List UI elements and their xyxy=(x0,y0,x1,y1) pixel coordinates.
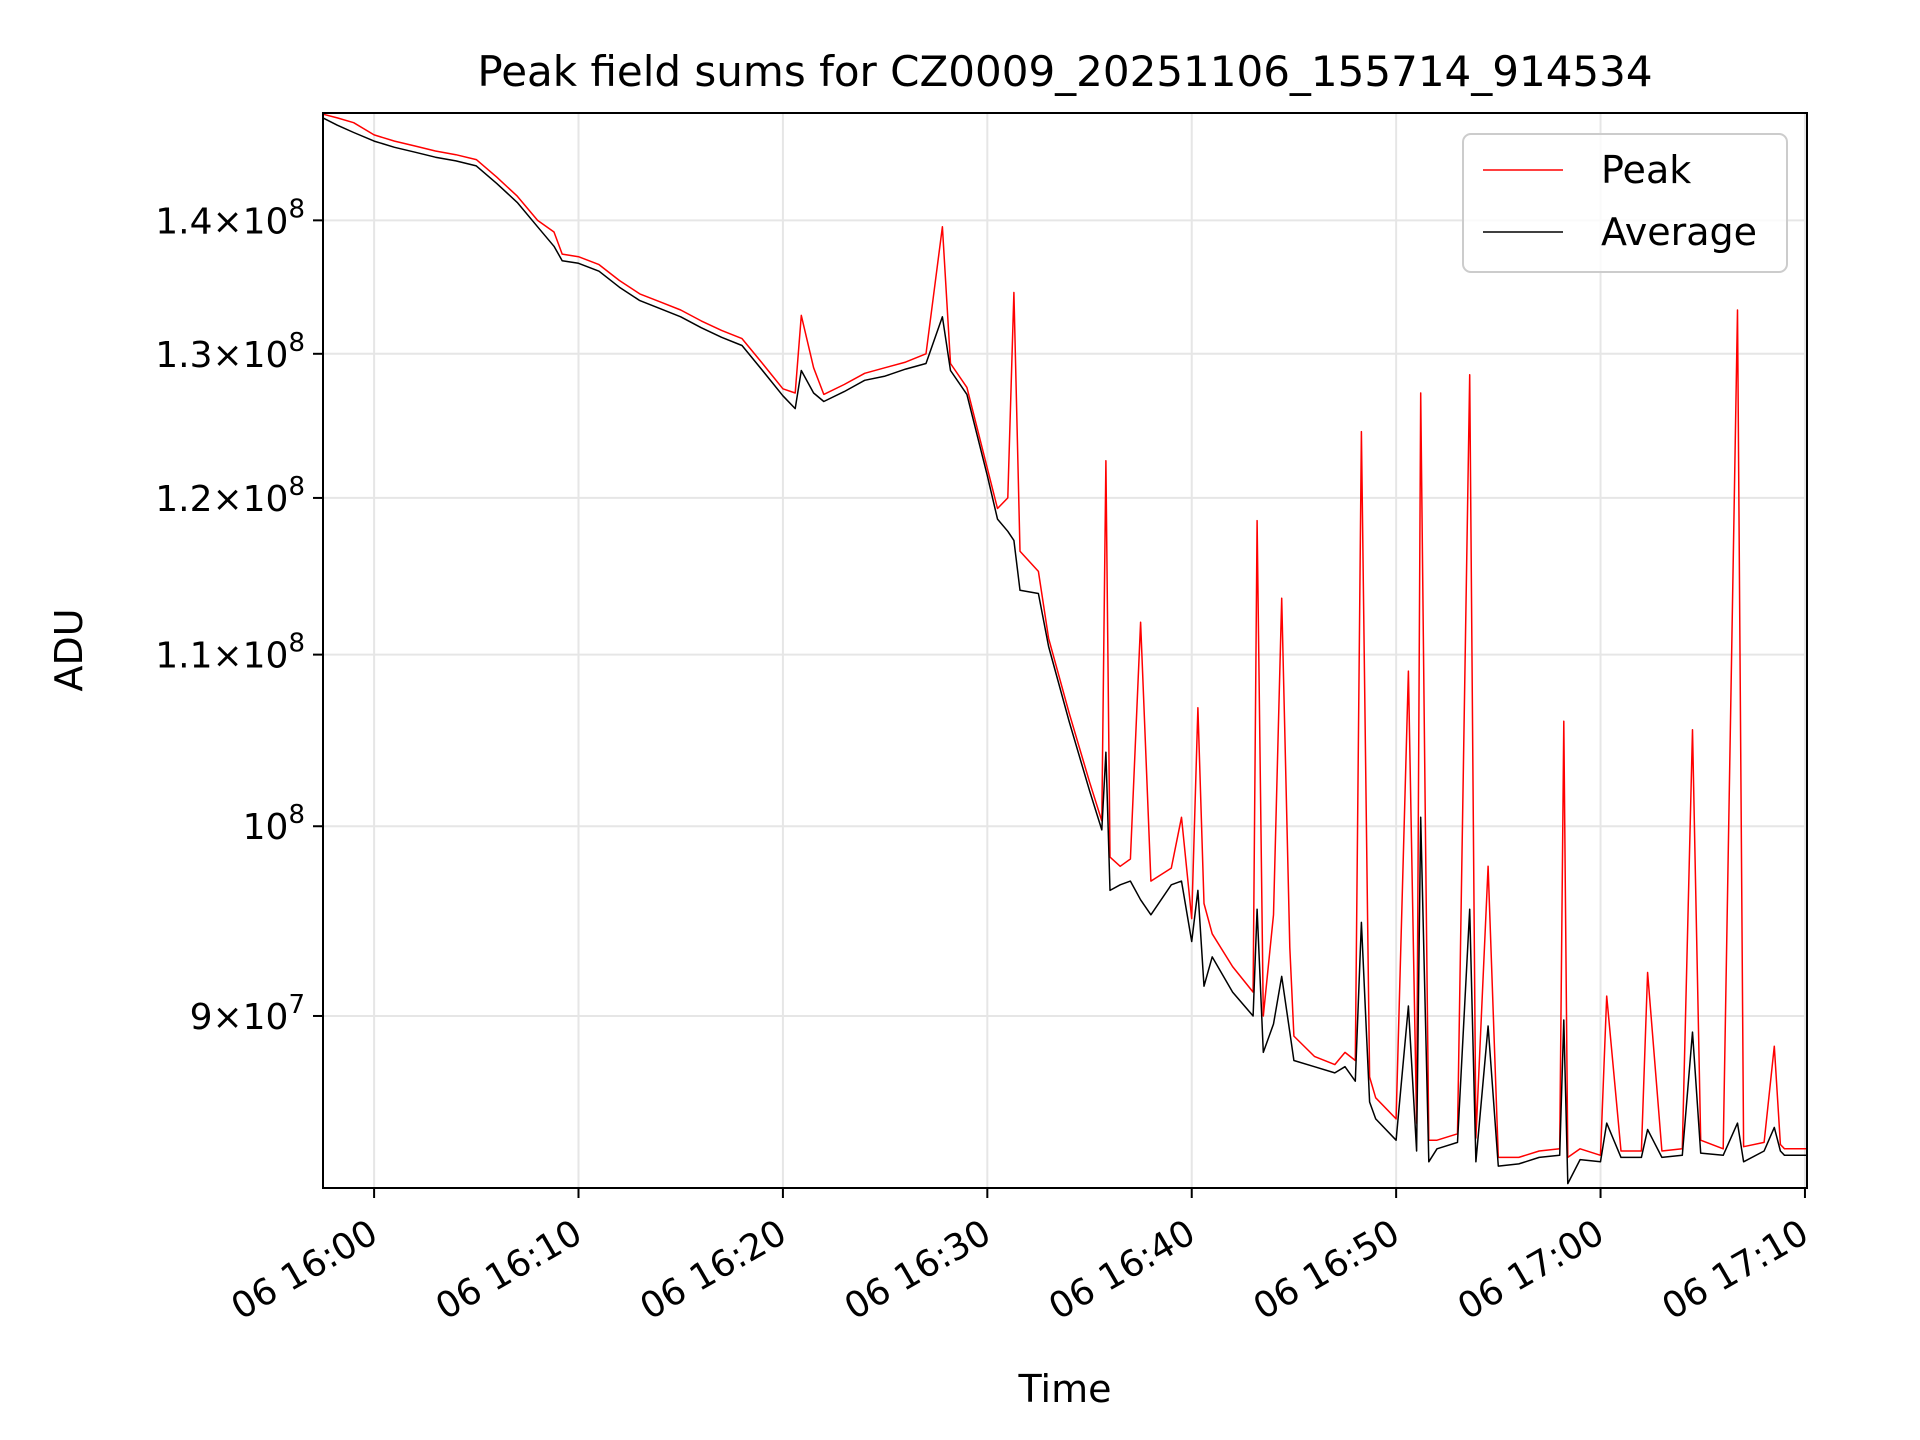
series-line-average xyxy=(322,117,1807,1185)
y-tick-label: 1.1×108 xyxy=(155,629,305,677)
x-axis-label: Time xyxy=(1018,1367,1112,1411)
series-layer xyxy=(322,113,1807,1185)
y-axis-label: ADU xyxy=(47,608,91,691)
y-tick-mantissa: 1.1×10 xyxy=(155,636,288,677)
y-tick-exponent: 7 xyxy=(288,990,305,1020)
legend-box xyxy=(1462,133,1788,273)
chart-title: Peak field sums for CZ0009_20251106_1557… xyxy=(477,47,1652,96)
y-tick-label: 108 xyxy=(243,800,305,848)
legend-average-label: Average xyxy=(1601,210,1757,254)
y-tick-label: 1.2×108 xyxy=(155,472,305,520)
y-tick-label: 9×107 xyxy=(190,990,305,1038)
y-tick-exponent: 8 xyxy=(288,328,305,358)
y-tick-mantissa: 9×10 xyxy=(190,997,289,1038)
y-tick-exponent: 8 xyxy=(288,629,305,659)
y-tick-exponent: 8 xyxy=(288,472,305,502)
y-tick-label: 1.4×108 xyxy=(155,194,305,242)
grid-lines xyxy=(323,113,1807,1188)
legend: Peak Average xyxy=(1462,133,1788,273)
y-tick-base: 10 xyxy=(243,807,289,848)
legend-peak-label: Peak xyxy=(1601,148,1691,192)
y-tick-label: 1.3×108 xyxy=(155,328,305,376)
y-tick-mantissa: 1.3×10 xyxy=(155,335,288,376)
y-tick-exponent: 8 xyxy=(288,800,305,830)
series-line-peak xyxy=(322,113,1807,1159)
y-tick-mantissa: 1.4×10 xyxy=(155,201,288,242)
y-tick-mantissa: 1.2×10 xyxy=(155,479,288,520)
y-tick-exponent: 8 xyxy=(288,194,305,224)
plot-frame xyxy=(322,112,1808,1189)
